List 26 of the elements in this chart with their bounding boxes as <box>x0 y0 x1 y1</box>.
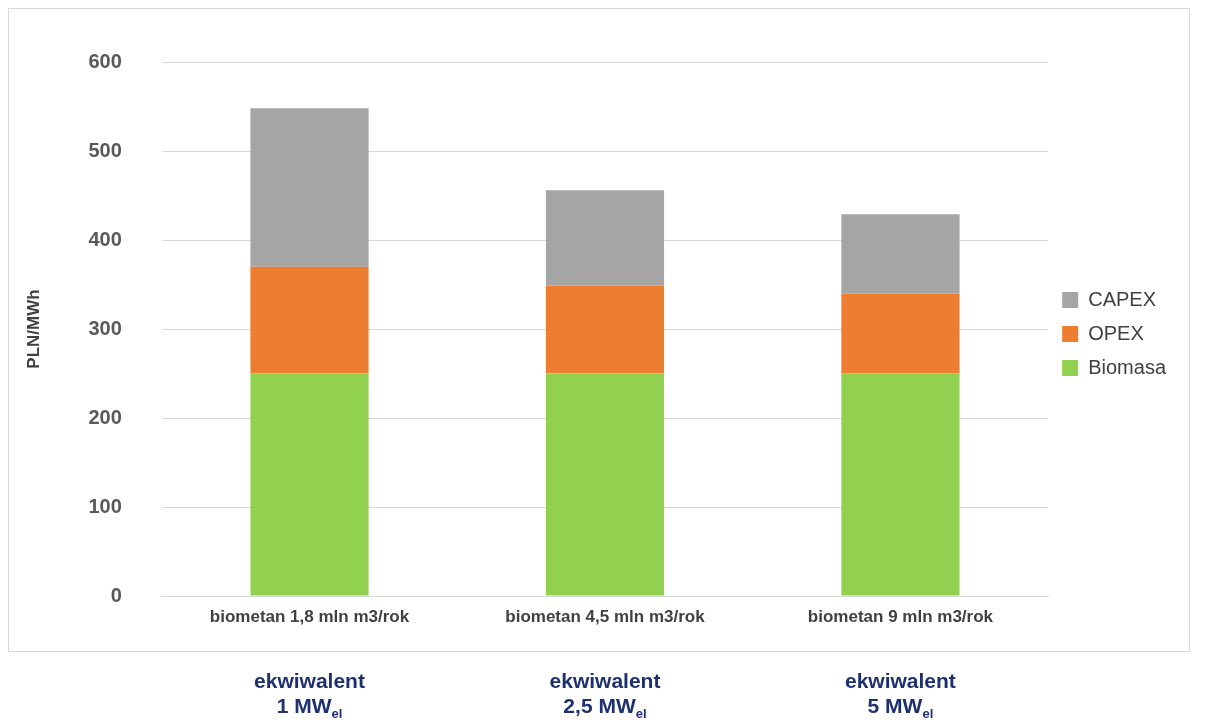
text: ekwiwalent 5 MW$_{el}$ <box>844 668 956 720</box>
bar <box>545 373 665 596</box>
legend-label: OPEX <box>1088 321 1144 344</box>
legend-label: CAPEX <box>1088 287 1156 310</box>
y-tick-label: 100 <box>88 494 122 517</box>
legend-label: Biomasa <box>1088 355 1167 378</box>
x-tick-label: biometan 1,8 mln m3/rok <box>209 606 410 626</box>
y-tick-label: 300 <box>88 316 122 339</box>
bar <box>545 285 665 374</box>
bar <box>841 373 960 596</box>
y-tick-label: 0 <box>110 583 122 606</box>
y-tick-label: 600 <box>88 49 122 72</box>
bar <box>250 266 369 374</box>
bar <box>545 190 665 286</box>
bar <box>250 373 369 596</box>
text: ekwiwalent 1 MW$_{el}$ <box>254 668 365 720</box>
text: ekwiwalent 2,5 MW$_{el}$ <box>549 668 661 720</box>
y-axis-title: PLN/MWh <box>23 289 43 369</box>
y-tick-label: 500 <box>88 138 122 161</box>
bar <box>841 214 960 294</box>
bar <box>841 293 960 374</box>
y-tick-label: 400 <box>88 227 122 250</box>
x-tick-label: biometan 4,5 mln m3/rok <box>505 606 706 626</box>
bar <box>250 108 369 267</box>
y-tick-label: 200 <box>88 405 122 428</box>
x-tick-label: biometan 9 mln m3/rok <box>807 606 994 626</box>
